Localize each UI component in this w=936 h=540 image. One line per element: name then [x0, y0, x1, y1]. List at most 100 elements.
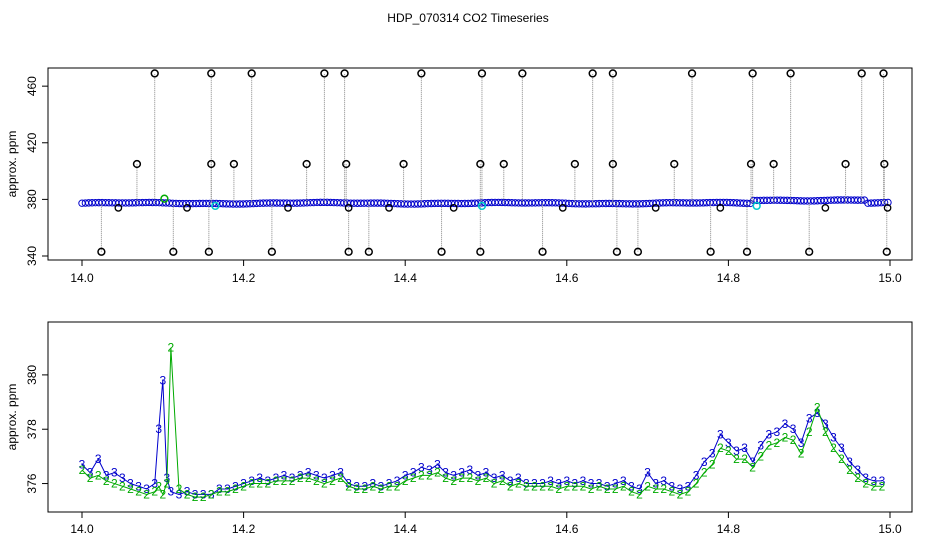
series-point-label: 3: [337, 466, 344, 480]
series-point-label: 3: [774, 425, 781, 439]
series-point-label: 3: [466, 463, 473, 477]
outlier-point: [499, 159, 508, 169]
series-point-label: 3: [483, 466, 490, 480]
series-point-label: 2: [870, 479, 877, 493]
outlier-point: [633, 247, 643, 256]
series-point-label: 2: [155, 479, 162, 493]
series-point-label: 3: [458, 466, 465, 480]
baseline-point: [743, 199, 751, 208]
series-point-label: 2: [765, 439, 772, 453]
series-point-label: 2: [361, 482, 368, 496]
series-point-label: 2: [103, 474, 110, 488]
series-point-label: 3: [402, 468, 409, 482]
outlier-point: [608, 69, 618, 78]
outlier-point: [132, 159, 142, 169]
series-point-label: 2: [798, 447, 805, 461]
series-point-label: 3: [628, 479, 635, 493]
series-point-label: 3: [523, 477, 530, 491]
outlier-point: [204, 247, 214, 256]
series-point-label: 3: [725, 436, 732, 450]
series-point-label: 3: [539, 477, 546, 491]
series-point-label: 2: [111, 477, 118, 491]
series-point-label: 2: [143, 487, 150, 501]
series-point-label: 2: [531, 479, 538, 493]
series-point-label: 3: [806, 411, 813, 425]
series-point-label: 2: [515, 477, 522, 491]
series-point-label: 2: [200, 490, 207, 504]
series-point-label: 3: [879, 474, 886, 488]
x-tick-label: 14.6: [555, 522, 579, 536]
outlier-point: [538, 247, 547, 256]
outlier-point: [570, 159, 580, 169]
x-tick-label: 14.8: [717, 522, 741, 536]
series-point-label: 2: [305, 471, 312, 485]
series-point-label: 3: [491, 471, 498, 485]
bottom-plot-frame: [47, 321, 913, 513]
series-point-label: 2: [394, 479, 401, 493]
series-point-label: 3: [313, 468, 320, 482]
top-y-axis-label: approx. ppm: [5, 131, 19, 198]
series-point-label: 2: [256, 477, 263, 491]
outlier-point: [476, 159, 485, 169]
series-point-label: 2: [313, 474, 320, 488]
series-point-label: 3: [701, 455, 708, 469]
series-point-label: 2: [660, 482, 667, 496]
series-point-label: 2: [733, 452, 740, 466]
series-point-label: 2: [507, 479, 514, 493]
series-point-label: 2: [353, 482, 360, 496]
outlier-point: [748, 69, 757, 78]
y-tick-label: 340: [25, 246, 39, 266]
cyan-point: [211, 201, 220, 211]
outlier-point: [247, 69, 256, 78]
series-point-label: 2: [466, 471, 473, 485]
series-point-label: 3: [668, 479, 675, 493]
series-point-label: 3: [353, 479, 360, 493]
series-point-label: 2: [208, 487, 215, 501]
y-tick-label: 380: [25, 189, 39, 209]
dip-point: [344, 204, 353, 212]
series-point-label: 2: [410, 471, 417, 485]
series-point-label: 2: [240, 479, 247, 493]
series-point-label: 3: [127, 477, 134, 491]
outlier-point: [612, 247, 622, 256]
series-point-label: 2: [725, 444, 732, 458]
series-point-label: 3: [741, 441, 748, 455]
outlier-point: [588, 69, 597, 78]
dip-point: [651, 204, 660, 212]
series-point-label: 2: [547, 479, 554, 493]
series-point-label: 3: [531, 477, 538, 491]
series-point-label: 2: [281, 474, 288, 488]
series-point-label: 3: [693, 468, 700, 482]
series-point-label: 2: [636, 487, 643, 501]
x-tick-label: 14.0: [70, 271, 94, 285]
series-point-label: 2: [248, 477, 255, 491]
outlier-point: [437, 247, 446, 256]
series-point-label: 2: [862, 477, 869, 491]
series-point-label: 3: [232, 479, 239, 493]
series-point-label: 2: [539, 479, 546, 493]
series-point-label: 2: [442, 471, 449, 485]
series-point-label: 3: [297, 468, 304, 482]
dip-point: [883, 204, 892, 212]
series-point-label: 3: [612, 477, 619, 491]
series-point-label: 3: [378, 479, 385, 493]
outlier-point: [477, 69, 487, 78]
series-point-label: 3: [563, 474, 570, 488]
x-tick-label: 15.0: [878, 522, 902, 536]
green-point: [160, 194, 169, 203]
series-point-label: 2: [184, 487, 191, 501]
series-point-label: 3: [870, 474, 877, 488]
series-point-label: 3: [87, 466, 94, 480]
outlier-point: [399, 159, 408, 169]
series-point-label: 3: [168, 485, 175, 499]
series-point-label: 3: [644, 466, 651, 480]
outlier-point: [417, 69, 426, 78]
series-point-label: 3: [782, 417, 789, 431]
series-point-label: 3: [652, 477, 659, 491]
series-point-label: 2: [297, 471, 304, 485]
series-point-label: 2: [95, 468, 102, 482]
series-point-label: 2: [628, 485, 635, 499]
series-point-label: 3: [143, 482, 150, 496]
